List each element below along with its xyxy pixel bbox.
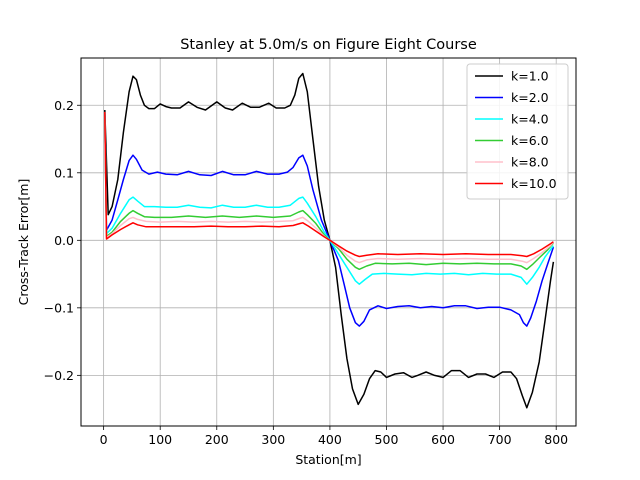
series-line-2 bbox=[104, 111, 555, 327]
series-line-5 bbox=[104, 111, 554, 264]
y-tick-label: 0.2 bbox=[54, 98, 74, 113]
series-lines bbox=[104, 72, 555, 409]
legend-label: k=8.0 bbox=[511, 155, 549, 170]
y-axis-label: Cross-Track Error[m] bbox=[16, 179, 31, 306]
x-axis-ticks: 0 100 200 300 400 500 600 700 800 bbox=[100, 426, 568, 447]
series-line-6 bbox=[104, 111, 554, 258]
y-tick-label: 0.0 bbox=[54, 233, 74, 248]
x-tick-label: 100 bbox=[148, 432, 172, 447]
legend-label: k=2.0 bbox=[511, 90, 549, 105]
series-line-1 bbox=[104, 72, 555, 409]
x-tick-label: 500 bbox=[375, 432, 399, 447]
y-tick-label: −0.2 bbox=[44, 368, 74, 383]
legend-label: k=10.0 bbox=[511, 176, 557, 191]
series-line-4 bbox=[104, 111, 554, 271]
x-axis-label: Station[m] bbox=[295, 452, 361, 467]
x-tick-label: 400 bbox=[318, 432, 342, 447]
chart-title: Stanley at 5.0m/s on Figure Eight Course bbox=[180, 37, 477, 53]
y-axis-ticks: −0.2 −0.1 0.0 0.1 0.2 bbox=[44, 98, 81, 383]
x-tick-label: 800 bbox=[544, 432, 568, 447]
legend-label: k=1.0 bbox=[511, 69, 549, 84]
x-tick-label: 600 bbox=[431, 432, 455, 447]
y-tick-label: 0.1 bbox=[54, 165, 74, 180]
series-line-3 bbox=[104, 111, 555, 285]
plot-frame bbox=[80, 57, 577, 427]
x-tick-label: 700 bbox=[488, 432, 512, 447]
x-tick-label: 300 bbox=[261, 432, 285, 447]
x-tick-label: 0 bbox=[100, 432, 108, 447]
legend: k=1.0 k=2.0 k=4.0 k=6.0 k=8.0 k=10.0 bbox=[466, 63, 569, 200]
legend-label: k=6.0 bbox=[511, 133, 549, 148]
x-tick-label: 200 bbox=[205, 432, 229, 447]
y-tick-label: −0.1 bbox=[44, 300, 74, 315]
legend-label: k=4.0 bbox=[511, 112, 549, 127]
